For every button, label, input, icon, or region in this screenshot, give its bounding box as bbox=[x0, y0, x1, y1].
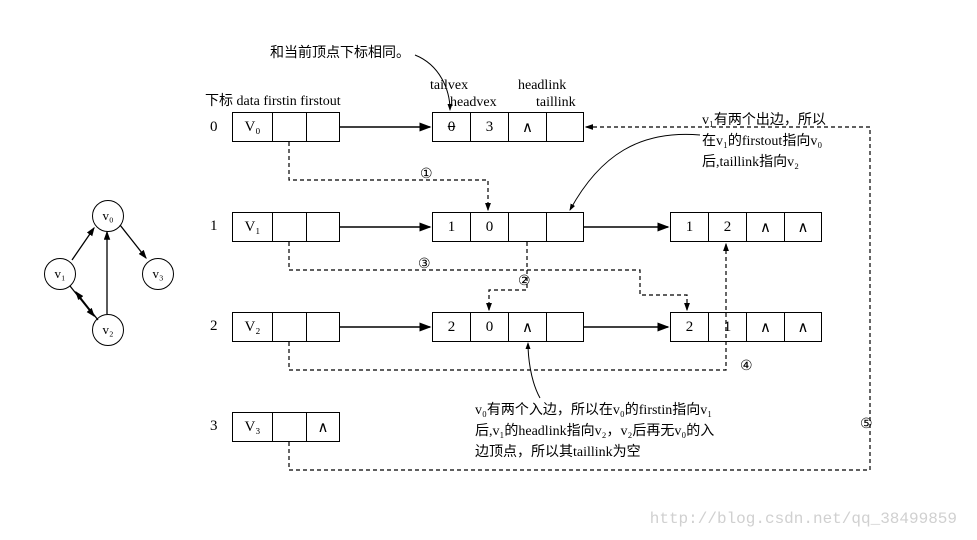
arc-2-1-headlink: ∧ bbox=[746, 312, 784, 342]
header-left: 下标 data firstin firstout bbox=[205, 90, 341, 110]
vertex-2-firstin bbox=[272, 312, 306, 342]
right-note-1c: 后,taillink指向v₂ bbox=[702, 152, 826, 173]
circled-3: ③ bbox=[418, 256, 431, 273]
arc-0-3-taillink bbox=[546, 112, 584, 142]
arc-1-2-taillink: ∧ bbox=[784, 212, 822, 242]
vertex-0-firstout bbox=[306, 112, 340, 142]
arc-2-1-headvex: 1 bbox=[708, 312, 746, 342]
arc-1-2-headlink: ∧ bbox=[746, 212, 784, 242]
vertex-0-data: V₀ bbox=[232, 112, 272, 142]
header-taillink: taillink bbox=[536, 95, 576, 111]
bottom-note: v₀有两个入边，所以在v₀的firstin指向v₁ 后,v₁的headlink指… bbox=[475, 400, 714, 463]
vertex-3-data: V₃ bbox=[232, 412, 272, 442]
arc-2-0-headvex: 0 bbox=[470, 312, 508, 342]
vertex-row-3: V₃ ∧ bbox=[232, 412, 340, 442]
circled-5: ⑤ bbox=[860, 416, 873, 433]
bottom-note-c: 边顶点，所以其taillink为空 bbox=[475, 442, 714, 463]
arc-1-0-tailvex: 1 bbox=[432, 212, 470, 242]
header-headvex: headvex bbox=[450, 95, 497, 111]
vertex-3-firstin bbox=[272, 412, 306, 442]
arc-2-1-tailvex: 2 bbox=[670, 312, 708, 342]
vertex-row-1: V₁ bbox=[232, 212, 340, 242]
vertex-3-firstout: ∧ bbox=[306, 412, 340, 442]
index-1: 1 bbox=[210, 218, 218, 235]
arc-0-3-tailvex: 0 bbox=[432, 112, 470, 142]
graph-node-v2: v₂ bbox=[92, 314, 124, 346]
vertex-1-data: V₁ bbox=[232, 212, 272, 242]
top-annotation: 和当前顶点下标相同。 bbox=[270, 42, 410, 62]
vertex-row-2: V₂ bbox=[232, 312, 340, 342]
watermark: http://blog.csdn.net/qq_38499859 bbox=[650, 510, 957, 528]
circled-2: ② bbox=[518, 273, 531, 290]
vertex-row-0: V₀ bbox=[232, 112, 340, 142]
right-note-1b: 在v₁的firstout指向v₀ bbox=[702, 131, 826, 152]
vertex-2-data: V₂ bbox=[232, 312, 272, 342]
arc-2-0: 2 0 ∧ bbox=[432, 312, 584, 342]
arc-1-0-taillink bbox=[546, 212, 584, 242]
arc-1-2: 1 2 ∧ ∧ bbox=[670, 212, 822, 242]
circled-1: ① bbox=[420, 166, 433, 183]
graph-node-v1: v₁ bbox=[44, 258, 76, 290]
vertex-2-firstout bbox=[306, 312, 340, 342]
index-0: 0 bbox=[210, 119, 218, 136]
arc-1-0-headvex: 0 bbox=[470, 212, 508, 242]
index-2: 2 bbox=[210, 318, 218, 335]
arc-2-1-taillink: ∧ bbox=[784, 312, 822, 342]
arc-1-2-headvex: 2 bbox=[708, 212, 746, 242]
arc-1-2-tailvex: 1 bbox=[670, 212, 708, 242]
vertex-0-firstin bbox=[272, 112, 306, 142]
vertex-1-firstout bbox=[306, 212, 340, 242]
header-tailvex: tailvex bbox=[430, 78, 468, 94]
arc-0-3-headlink: ∧ bbox=[508, 112, 546, 142]
arc-2-0-headlink: ∧ bbox=[508, 312, 546, 342]
bottom-note-b: 后,v₁的headlink指向v₂，v₂后再无v₀的入 bbox=[475, 421, 714, 442]
graph-node-v0: v₀ bbox=[92, 200, 124, 232]
arc-0-3-headvex: 3 bbox=[470, 112, 508, 142]
vertex-1-firstin bbox=[272, 212, 306, 242]
header-headlink: headlink bbox=[518, 78, 566, 94]
index-3: 3 bbox=[210, 418, 218, 435]
arc-2-0-taillink bbox=[546, 312, 584, 342]
bottom-note-a: v₀有两个入边，所以在v₀的firstin指向v₁ bbox=[475, 400, 714, 421]
arc-0-3: 0 3 ∧ bbox=[432, 112, 584, 142]
arc-2-0-tailvex: 2 bbox=[432, 312, 470, 342]
right-note-1: v₁有两个出边，所以 在v₁的firstout指向v₀ 后,taillink指向… bbox=[702, 110, 826, 173]
graph-node-v3: v₃ bbox=[142, 258, 174, 290]
arc-2-1: 2 1 ∧ ∧ bbox=[670, 312, 822, 342]
arc-1-0: 1 0 bbox=[432, 212, 584, 242]
circled-4: ④ bbox=[740, 358, 753, 375]
arc-1-0-headlink bbox=[508, 212, 546, 242]
right-note-1a: v₁有两个出边，所以 bbox=[702, 110, 826, 131]
